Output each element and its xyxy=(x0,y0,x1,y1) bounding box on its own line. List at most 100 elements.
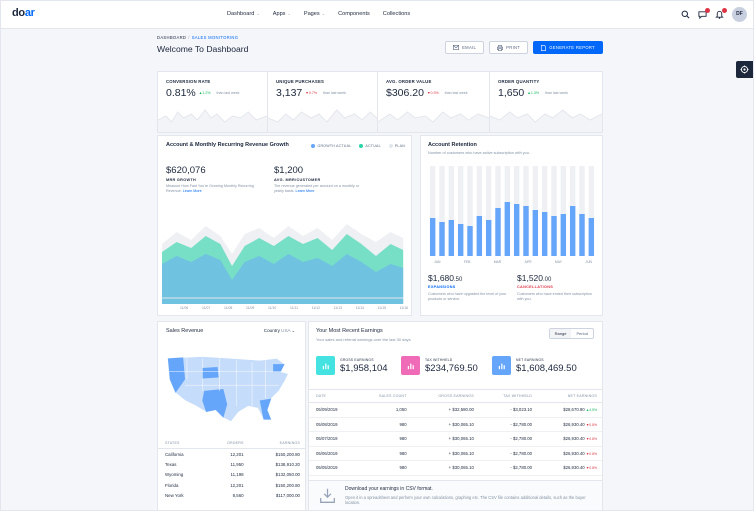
printer-icon xyxy=(497,44,504,51)
table-row: 05/05/2019 980 + $30,065.10- $2,780.00 $26,… xyxy=(309,460,602,476)
retention-bar-track xyxy=(448,166,455,256)
breadcrumb-root[interactable]: DASHBOARD xyxy=(157,35,187,40)
card-subtitle: Your sales and referral earnings over th… xyxy=(316,337,411,342)
month-label: FEB xyxy=(463,260,471,264)
generate-report-button[interactable]: GENERATE REPORT xyxy=(533,41,603,54)
card-title: Account & Monthly Recurring Revenue Grow… xyxy=(166,142,289,148)
download-desc: Open it in a spreadsheet and perform you… xyxy=(345,495,586,505)
gear-icon xyxy=(740,65,749,74)
cancellations-desc: Customers who have ended their subscript… xyxy=(517,292,592,301)
mrr-growth-value: $620,076 xyxy=(166,165,206,176)
us-map xyxy=(167,356,289,422)
stat-label: CONVERSION RATE xyxy=(166,79,211,84)
kpi-value: $1,608,469.50 xyxy=(516,362,577,374)
avg-mrr-label: AVG. MRR/CUSTOMER xyxy=(274,178,321,182)
table-row: 05/08/2019 980 + $30,065.10- $2,780.00 $26,… xyxy=(309,417,602,432)
column-header: STATES xyxy=(158,438,206,449)
settings-toggle-button[interactable] xyxy=(736,61,753,78)
x-tick: 11/16 xyxy=(399,306,408,310)
stat-label: ORDER QUANTITY xyxy=(498,79,540,84)
kpi-label: GROSS EARNINGS xyxy=(340,357,374,362)
range-tab[interactable]: Range xyxy=(549,329,572,338)
legend-plan: PLAN xyxy=(388,144,405,149)
nav-dashboard[interactable]: Dashboard ⌄ xyxy=(227,11,260,17)
retention-bar xyxy=(495,208,501,256)
chart-icon xyxy=(316,356,335,375)
bell-icon xyxy=(715,10,724,19)
retention-bar-track xyxy=(429,166,436,256)
month-label: MAR xyxy=(493,260,502,264)
mrr-learn-more-link[interactable]: Learn More xyxy=(182,189,202,193)
retention-bar xyxy=(429,218,436,256)
avg-mrr-desc: The revenue generated per account on a m… xyxy=(274,184,360,193)
kpi-tax-withheld: TAX WITHHELD $234,769.50 xyxy=(401,356,478,375)
csv-download-block: Download your earnings in CSV format. Op… xyxy=(309,480,602,510)
brand-logo[interactable]: doar xyxy=(12,7,35,19)
notifications-button[interactable] xyxy=(715,8,727,19)
retention-bar-track xyxy=(579,166,585,256)
nav-components[interactable]: Components xyxy=(338,11,370,17)
messages-button[interactable] xyxy=(698,8,710,20)
retention-bar xyxy=(532,210,539,256)
stat-value: 3,137 ▼0.7% than last week xyxy=(276,87,346,99)
avg-mrr-block: $1,200 AVG. MRR/CUSTOMER The revenue gen… xyxy=(274,165,364,194)
stat-value: $306.20 ▼0.3% than last week xyxy=(386,87,468,99)
account-retention-card: Account Retention Number of customers wh… xyxy=(420,135,603,316)
retention-bar xyxy=(560,214,567,256)
column-header: NET EARNINGS xyxy=(539,389,602,403)
table-row: New York 8,560 $117,000.00 xyxy=(165,493,300,499)
chart-legend: GROWTH ACTUAL ACTUAL PLAN xyxy=(311,144,405,149)
page-title: Welcome To Dashboard xyxy=(157,44,249,54)
nav-pages[interactable]: Pages ⌄ xyxy=(303,11,326,17)
earnings-table: DATE SALES COUNT GROSS EARNINGS TAX WITH… xyxy=(309,389,602,490)
notifications-badge xyxy=(722,8,727,13)
print-button[interactable]: PRINT xyxy=(489,41,529,54)
x-tick: 11/13 xyxy=(333,306,342,310)
chart-icon xyxy=(492,356,511,375)
period-tab[interactable]: Period xyxy=(576,331,588,336)
email-button[interactable]: EMAIL xyxy=(445,41,485,54)
nav-collections[interactable]: Collections xyxy=(382,11,411,17)
breadcrumb-separator: / xyxy=(188,35,190,40)
table-row: 05/09/2019 1,050 + $32,580.00- $3,023.10 $2… xyxy=(309,402,602,418)
kpi-value: $1,958,104 xyxy=(340,362,388,374)
retention-bar-chart xyxy=(429,166,595,256)
card-title: Your Most Recent Earnings xyxy=(316,328,383,334)
sales-revenue-card: Sales Revenue Country USA ⌄ STATES ORDER… xyxy=(157,321,306,510)
retention-bar xyxy=(485,220,492,256)
sparkline xyxy=(378,111,489,132)
retention-bar-track xyxy=(485,166,492,256)
retention-bar xyxy=(457,224,464,256)
arrow-down-icon: ▼ xyxy=(585,466,590,471)
x-tick: 11/10 xyxy=(268,306,277,310)
retention-bar xyxy=(541,212,548,256)
expansions-value: $1,680.50 xyxy=(428,273,463,283)
stat-label: AVG. ORDER VALUE xyxy=(386,79,432,84)
retention-bar-track xyxy=(551,166,557,256)
download-title[interactable]: Download your earnings in CSV format. xyxy=(345,486,433,492)
retention-bar-track xyxy=(439,166,445,256)
sparkline xyxy=(268,109,377,132)
stat-card-conversion-rate: CONVERSION RATE 0.81% ▲1.2% than last wee… xyxy=(157,71,268,133)
messages-badge xyxy=(705,8,710,13)
top-navbar: doar Dashboard ⌄ Apps ⌄ Pages ⌄ Components … xyxy=(1,1,753,29)
nav-apps[interactable]: Apps ⌄ xyxy=(272,11,291,17)
user-avatar[interactable]: DF xyxy=(732,7,747,22)
retention-bar xyxy=(588,218,595,256)
avg-learn-more-link[interactable]: Learn More xyxy=(295,189,315,193)
revenue-x-axis: 11/06 11/07 11/08 11/09 11/10 11/11 11/1… xyxy=(180,306,408,310)
expansions-label: EXPANSIONS xyxy=(428,285,456,289)
country-select[interactable]: Country USA ⌄ xyxy=(263,328,295,333)
email-button-label: EMAIL xyxy=(462,45,477,50)
search-icon[interactable] xyxy=(681,10,690,19)
kpi-gross-earnings: GROSS EARNINGS $1,958,104 xyxy=(316,356,388,375)
table-row: 05/07/2019 980 + $30,065.10- $2,780.00 $26,… xyxy=(309,431,602,447)
kpi-label: TAX WITHHELD xyxy=(425,357,453,362)
stat-value: 1,650 ▲1.3% than last week xyxy=(498,87,568,99)
download-icon[interactable] xyxy=(319,487,336,504)
breadcrumb-current: SALES MONITORING xyxy=(191,35,239,40)
legend-actual: ACTUAL xyxy=(359,144,381,149)
arrow-up-icon: ▲ xyxy=(585,408,590,413)
avg-mrr-value: $1,200 xyxy=(274,165,304,176)
